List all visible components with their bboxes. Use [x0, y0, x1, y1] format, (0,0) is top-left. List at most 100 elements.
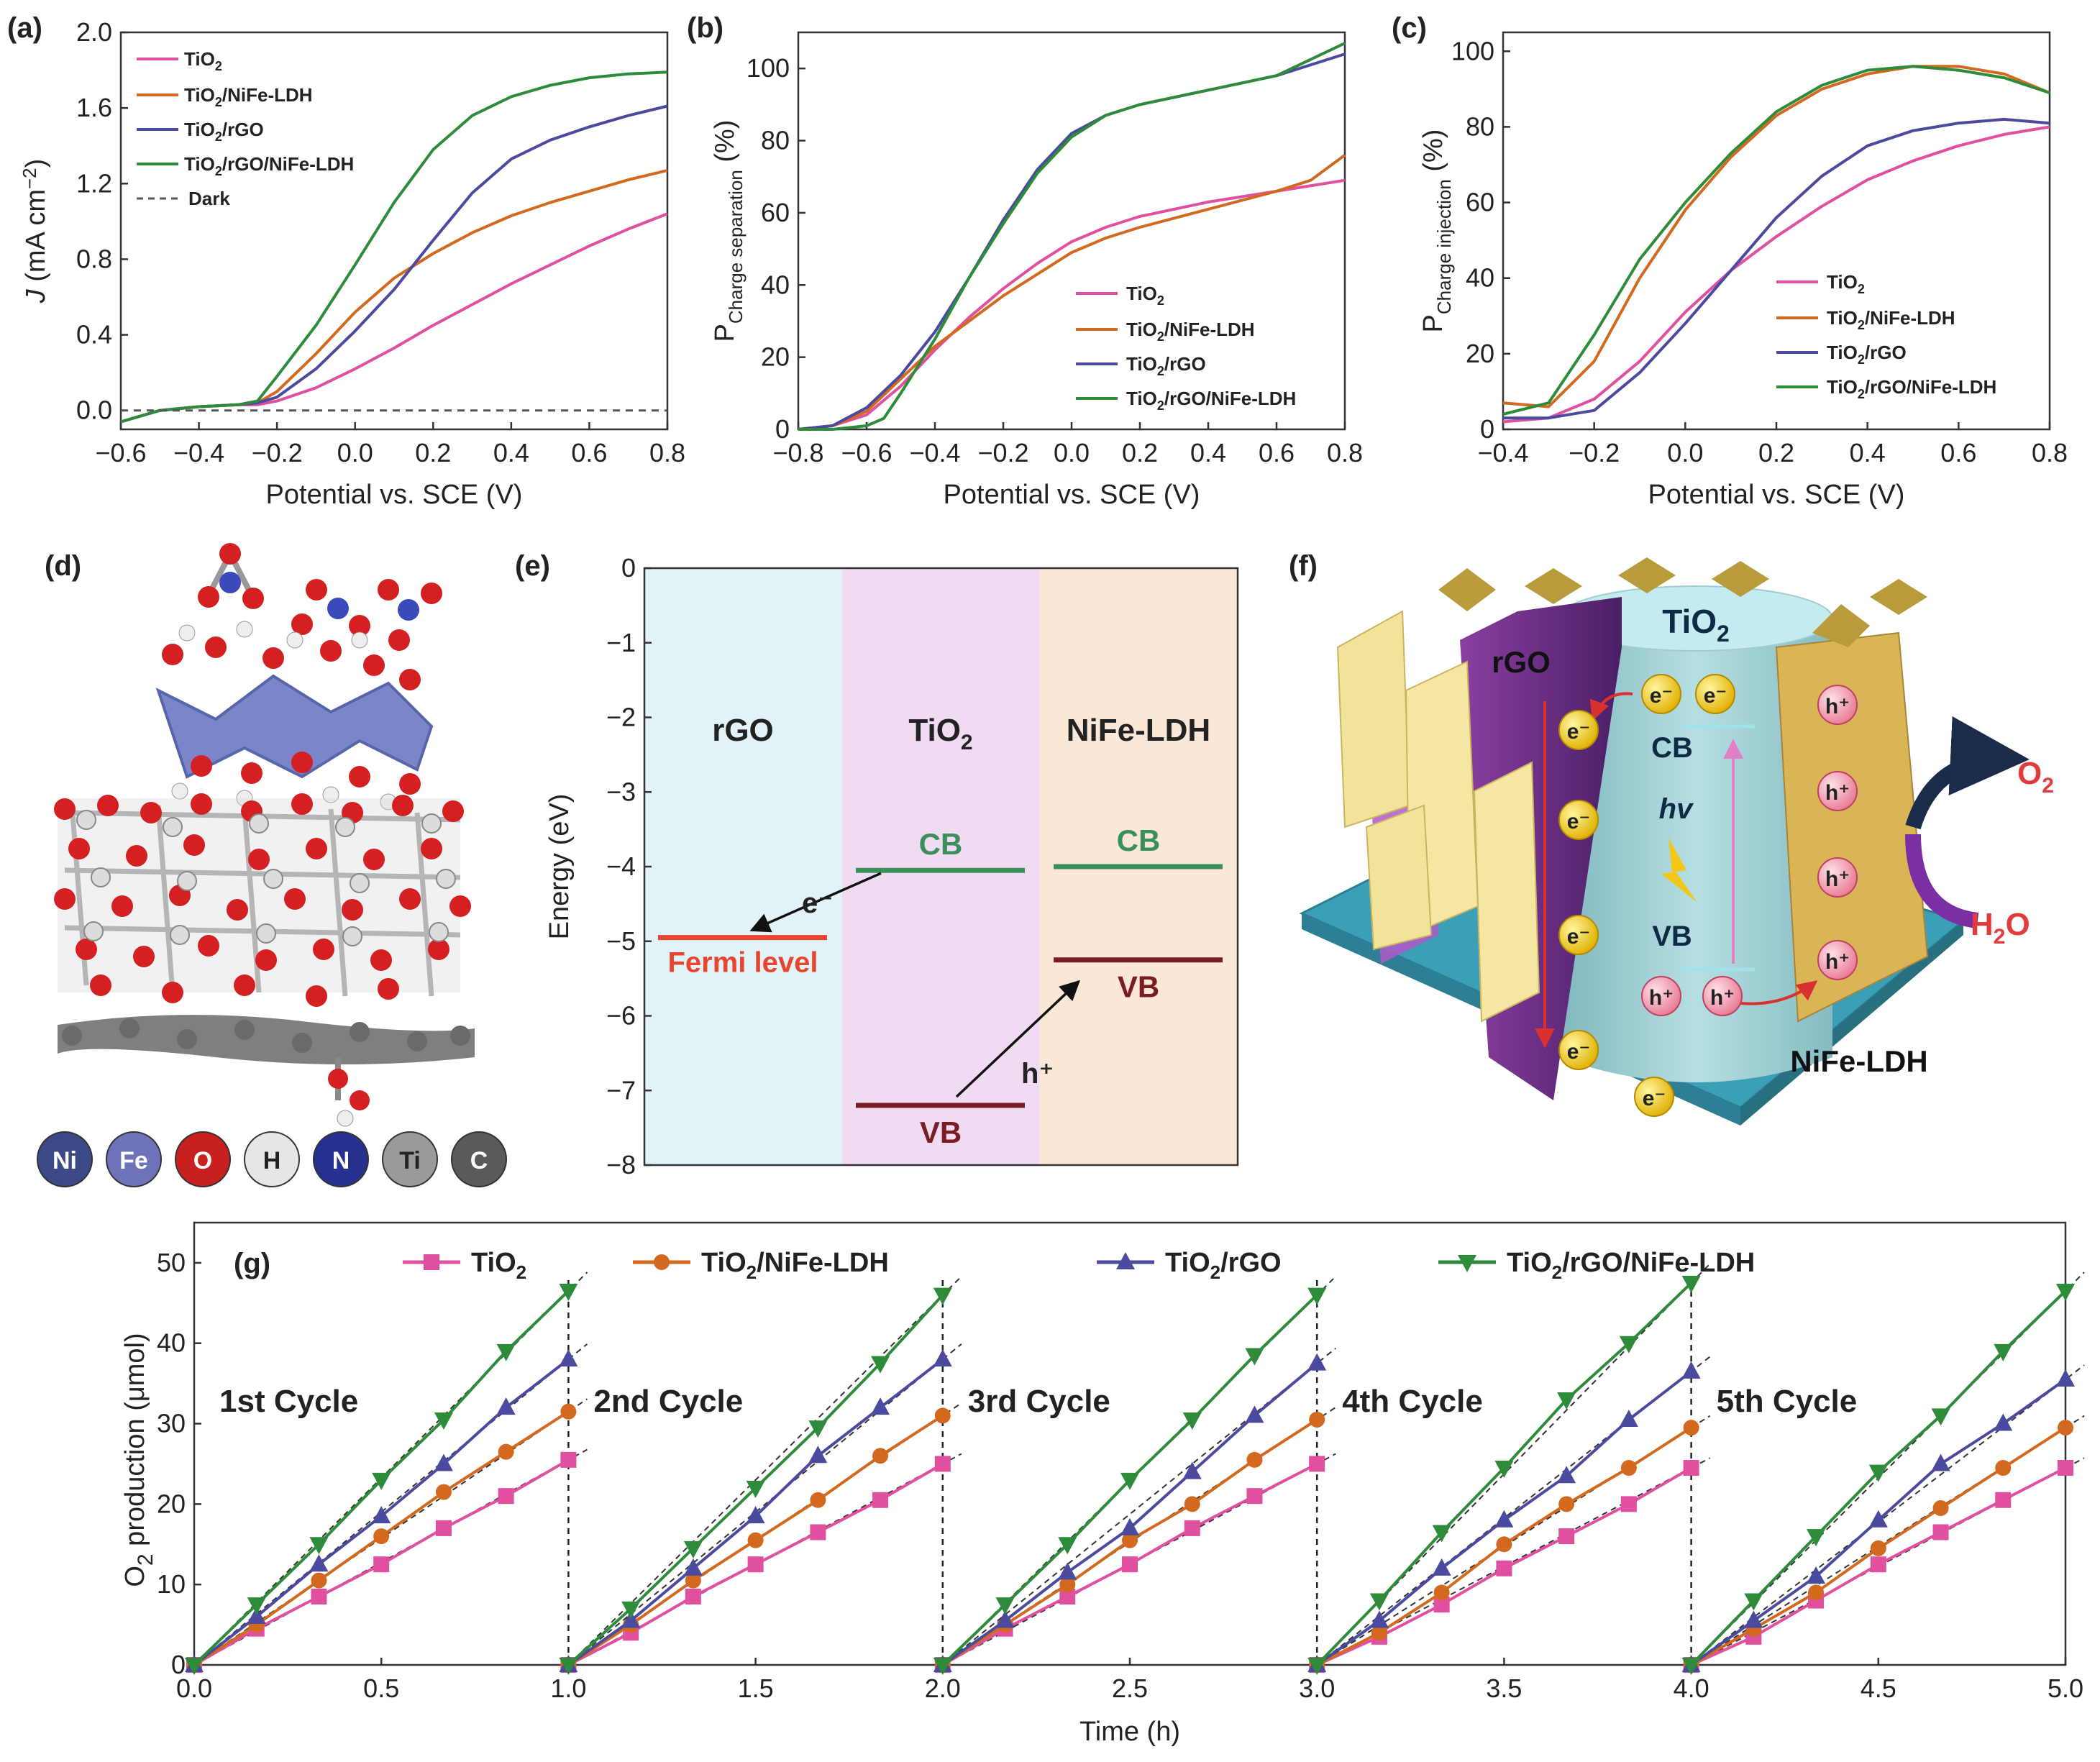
cycle-label: 5th Cycle [1717, 1384, 1858, 1419]
marker-square [872, 1492, 889, 1508]
marker-triangle-up [372, 1506, 391, 1524]
y-tick-label: −1 [606, 628, 636, 657]
panel-e-ticks: 0 −1 −2 −3 −4 −5 −6 −7 −8 [606, 553, 652, 1179]
marker-triangle-down [185, 1658, 204, 1675]
hole-carrier: h⁺ [1702, 976, 1743, 1016]
marker-triangle-down [434, 1412, 453, 1430]
atom-c-icon [451, 1131, 507, 1187]
series-tio2 [798, 178, 1346, 431]
marker-circle [1620, 1460, 1637, 1476]
marker-triangle-up [808, 1446, 828, 1464]
marker-triangle-up [559, 1349, 578, 1367]
y-tick-label: 100 [747, 53, 790, 83]
electron-carrier: e⁻ [1558, 800, 1599, 840]
marker-triangle-down [1307, 1287, 1327, 1305]
atom-ni-icon [37, 1131, 93, 1187]
x-tick-label: −0.8 [772, 438, 823, 467]
e-transfer-arrow [1589, 692, 1633, 721]
marker-square [1496, 1560, 1512, 1576]
marker-circle [1184, 1496, 1200, 1512]
hole-carrier: h⁺ [1641, 976, 1681, 1016]
y-tick-label: −4 [606, 852, 636, 881]
marker-circle [1371, 1625, 1387, 1641]
panel-e: (e) 0 −1 −2 −3 −4 −5 −6 −7 −8 Energy (eV) rGO Ti… [515, 550, 1239, 1179]
x-tick-label: 3.0 [1299, 1674, 1335, 1703]
panel-g-label: (g) [234, 1248, 270, 1279]
marker-triangle-up [1058, 1562, 1077, 1580]
svg-text:e⁻: e⁻ [1650, 684, 1674, 708]
electron-carrier: e⁻ [1558, 710, 1599, 750]
cycle-label: 2nd Cycle [593, 1384, 743, 1419]
svg-text:h⁺: h⁺ [1649, 986, 1674, 1010]
marker-circle [1309, 1411, 1325, 1428]
y-tick-label: −5 [606, 926, 636, 956]
ldh-layer [155, 621, 434, 811]
marker-circle [747, 1532, 764, 1548]
fermi-level-label: Fermi level [667, 947, 818, 979]
marker-circle [560, 1403, 577, 1420]
y-tick-label: 20 [157, 1489, 186, 1518]
marker-triangle-down [621, 1601, 641, 1619]
y-tick-label: 60 [761, 198, 790, 227]
svg-text:e⁻: e⁻ [1567, 925, 1591, 949]
y-tick-label: 0 [1480, 414, 1494, 444]
panel-g-xlabel: Time (h) [1079, 1717, 1180, 1747]
panel-f: (f) TiO2 rGO CB VB hv [1289, 550, 2054, 1126]
marker-circle [1932, 1499, 1949, 1516]
fit-line [1690, 1364, 2085, 1666]
marker-triangle-down [247, 1597, 266, 1615]
svg-text:h⁺: h⁺ [1825, 695, 1850, 718]
marker-circle [1558, 1496, 1575, 1512]
x-tick-label: 5.0 [2048, 1674, 2083, 1703]
cycle-label: 3rd Cycle [968, 1384, 1110, 1419]
atom-label: H [263, 1147, 281, 1174]
x-tick-label: 4.0 [1674, 1674, 1709, 1703]
marker-triangle-down [1807, 1529, 1826, 1547]
marker-triangle-up [1681, 1361, 1701, 1379]
marker-triangle-down [1868, 1464, 1888, 1482]
electron-carrier: e⁻ [1634, 1077, 1674, 1117]
marker-triangle-down [1307, 1658, 1327, 1675]
panel-a-label: (a) [7, 12, 42, 44]
legend-g-full: TiO2/rGO/NiFe-LDH [1507, 1248, 1755, 1283]
f-hv-label: hv [1659, 793, 1694, 825]
panel-d-label: (d) [45, 550, 81, 582]
y-tick-label: 80 [761, 126, 790, 155]
y-tick-label: 10 [157, 1569, 186, 1599]
series-tio2-rgo-nife-ldh [798, 42, 1346, 431]
label-tio2: TiO2 [908, 713, 972, 754]
marker-triangle-down [1744, 1593, 1763, 1611]
marker-triangle-up [1557, 1466, 1576, 1484]
h-transfer-arrow [1740, 980, 1818, 1005]
legend-c-rgo: TiO2/rGO [1827, 342, 1907, 367]
fit-line [942, 1347, 1336, 1666]
marker-triangle-up [995, 1610, 1015, 1628]
marker-triangle-up [1807, 1566, 1826, 1584]
panel-c-legend: TiO2 TiO2/NiFe-LDH TiO2/rGO TiO2/rGO/NiF… [1776, 271, 1996, 401]
cycle-label: 4th Cycle [1342, 1384, 1483, 1419]
atom-label: Ni [52, 1147, 77, 1174]
svg-text:h⁺: h⁺ [1825, 781, 1850, 805]
f-nife-label: NiFe-LDH [1790, 1044, 1927, 1078]
nife-cb-label: CB [1117, 823, 1161, 857]
marker-triangle-down [683, 1540, 703, 1558]
marker-triangle-down [1681, 1275, 1701, 1293]
panel-b: (b) −0.8 −0.6 −0.4 −0.2 0.0 0.2 0.4 0.6 0.8 0 20 40… [687, 12, 1363, 510]
marker-triangle-down [995, 1597, 1015, 1615]
cycle-label: 1st Cycle [219, 1384, 358, 1419]
marker-triangle-up [1307, 1353, 1327, 1371]
marker-triangle-up [1994, 1413, 2013, 1431]
panel-g-legend: TiO2 TiO2/NiFe-LDH TiO2/rGO TiO2/rGO/NiF… [403, 1248, 1755, 1283]
svg-text:e⁻: e⁻ [1567, 1040, 1591, 1064]
f-rgo-label: rGO [1492, 645, 1551, 679]
x-tick-label: 0.8 [649, 438, 685, 467]
series-tio2-rgo-nife-ldh [120, 70, 668, 424]
series-tio2-rgo-nife-ldh [185, 1263, 2085, 1675]
legend-g-nife: TiO2/NiFe-LDH [701, 1248, 889, 1283]
y-tick-label: 40 [157, 1328, 186, 1358]
marker-triangle-down [1458, 1255, 1476, 1272]
x-tick-label: −0.6 [841, 438, 892, 467]
marker-square [1184, 1520, 1200, 1536]
legend-c-nife: TiO2/NiFe-LDH [1827, 307, 1955, 332]
nife-vb-label: VB [1118, 970, 1159, 1004]
